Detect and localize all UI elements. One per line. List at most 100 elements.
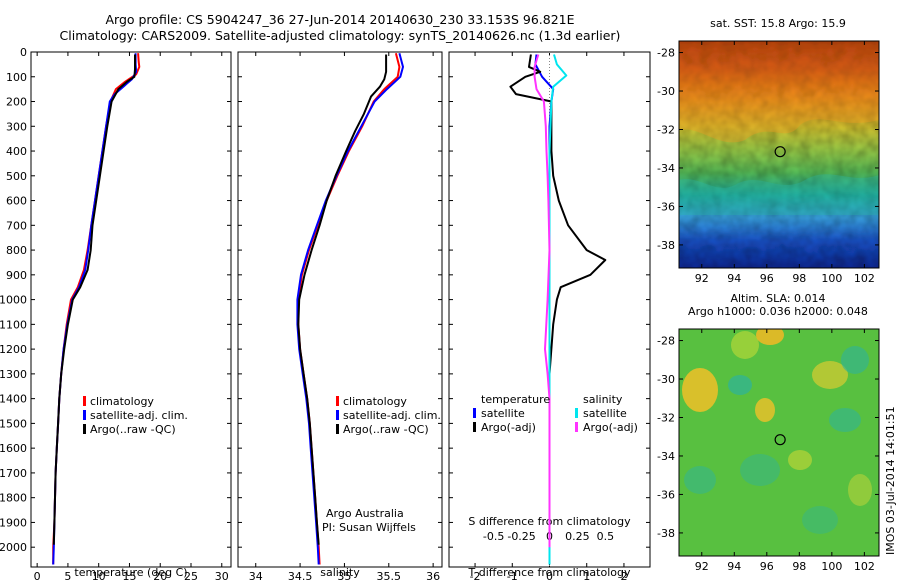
figure-title-line2: Climatology: CARS2009. Satellite-adjuste… xyxy=(59,28,621,43)
legend-label-climatology: climatology xyxy=(343,395,407,408)
lon-tick-label: 100 xyxy=(821,560,842,573)
legend-label-satellite: satellite-adj. clim. xyxy=(90,409,188,422)
legend-label-satellite: satellite-adj. clim. xyxy=(343,409,441,422)
plot-frame xyxy=(237,51,443,568)
lon-tick-label: 102 xyxy=(854,272,875,285)
x-tick-label: 35 xyxy=(337,570,351,580)
temperature-legend: climatology satellite-adj. clim. Argo(..… xyxy=(83,395,188,436)
legend-swatch-sal-satellite xyxy=(575,408,578,418)
lon-tick-label: 96 xyxy=(760,560,774,573)
lat-tick-label: -32 xyxy=(657,411,675,424)
argo-position-marker xyxy=(774,146,786,158)
x-tick-label: 15 xyxy=(122,570,136,580)
y-tick-label: 1400 xyxy=(0,393,27,406)
salinity-profile-panel: 34 34.5 35 35.5 36 salinity xyxy=(237,51,443,580)
lon-tick-label: 92 xyxy=(695,560,709,573)
s-diff-tick-label: -0.25 xyxy=(507,530,535,543)
series-line-satellite-adj-clim xyxy=(296,52,404,565)
y-tick-label: 1700 xyxy=(0,467,27,480)
y-tick-label: 400 xyxy=(6,145,27,158)
y-tick-label: 200 xyxy=(6,96,27,109)
x-tick-label: -2 xyxy=(470,570,481,580)
lat-tick-label: -28 xyxy=(657,47,675,60)
lon-tick-label: 92 xyxy=(695,272,709,285)
y-tick-label: 900 xyxy=(6,269,27,282)
y-tick-label: 500 xyxy=(6,170,27,183)
legend-swatch-temp-satellite xyxy=(473,408,476,418)
legend-swatch-climatology xyxy=(336,396,339,406)
institution-label: Argo Australia xyxy=(326,507,404,520)
sst-map-title: sat. SST: 15.8 Argo: 15.9 xyxy=(710,17,846,30)
y-tick-label: 800 xyxy=(6,244,27,257)
legend-label-temp-satellite: satellite xyxy=(481,407,525,420)
x-axis-label: salinity xyxy=(320,566,360,579)
salinity-legend: climatology satellite-adj. clim. Argo(..… xyxy=(336,395,441,436)
lat-tick-label: -36 xyxy=(657,488,675,501)
temperature-profile-panel: 0100200300400500600700800900100011001200… xyxy=(0,46,232,580)
lat-tick-label: -34 xyxy=(657,450,675,463)
series-line-temperature-argo-adj xyxy=(509,54,607,548)
x-tick-label: 0 xyxy=(546,570,553,580)
y-tick-label: 700 xyxy=(6,219,27,232)
lat-tick-label: -32 xyxy=(657,123,675,136)
y-tick-label: 300 xyxy=(6,120,27,133)
x-tick-label: 36 xyxy=(426,570,440,580)
lat-tick-label: -36 xyxy=(657,200,675,213)
y-tick-label: 1900 xyxy=(0,516,27,529)
legend-label-climatology: climatology xyxy=(90,395,154,408)
legend-swatch-satellite xyxy=(83,410,86,420)
legend-swatch-temp-argo xyxy=(473,422,476,432)
s-diff-tick-label: -0.5 xyxy=(483,530,504,543)
y-tick-label: 1500 xyxy=(0,417,27,430)
lon-tick-label: 98 xyxy=(792,272,806,285)
sla-map-title-line2: Argo h1000: 0.036 h2000: 0.048 xyxy=(688,305,868,318)
x-axis-label: temperature (deg C) xyxy=(74,566,187,579)
sla-map-title-line1: Altim. SLA: 0.014 xyxy=(730,292,826,305)
x-tick-label: 34.5 xyxy=(288,570,313,580)
lon-tick-label: 98 xyxy=(792,560,806,573)
x-tick-label: 2 xyxy=(620,570,627,580)
y-tick-label: 1000 xyxy=(0,294,27,307)
legend-swatch-argo xyxy=(336,424,339,434)
legend-swatch-satellite xyxy=(336,410,339,420)
legend-swatch-climatology xyxy=(83,396,86,406)
x-tick-label: 34 xyxy=(249,570,263,580)
legend-label-sal-satellite: satellite xyxy=(583,407,627,420)
sla-map: 92 94 96 98 100 102 -28 -30 -32 -34 -36 -38 xyxy=(657,328,880,573)
series-line-argo-raw-qc xyxy=(52,54,136,545)
legend-label-sal-argo: Argo(-adj) xyxy=(583,421,638,434)
y-tick-label: 0 xyxy=(20,46,27,59)
sst-map: 92 94 96 98 100 102 -28 -30 -32 -34 -36 -38 xyxy=(657,40,880,285)
legend-label-argo: Argo(..raw -QC) xyxy=(90,423,176,436)
y-tick-label: 1600 xyxy=(0,442,27,455)
y-tick-label: 2000 xyxy=(0,541,27,554)
series-line-salinity-argo-adj xyxy=(533,54,551,548)
s-diff-tick-label: 0.25 xyxy=(565,530,590,543)
legend-swatch-argo xyxy=(83,424,86,434)
x-tick-label: 1 xyxy=(583,570,590,580)
x-tick-label: 35.5 xyxy=(377,570,402,580)
legend-heading-temperature: temperature xyxy=(481,393,550,406)
x-tick-label: 5 xyxy=(64,570,71,580)
lat-tick-label: -30 xyxy=(657,85,675,98)
lat-tick-label: -38 xyxy=(657,239,675,252)
x-tick-label: 20 xyxy=(153,570,167,580)
x-axis-label: T difference from climatology xyxy=(468,566,631,579)
lon-tick-label: 94 xyxy=(727,560,741,573)
series-line-argo-raw-qc xyxy=(297,54,388,545)
legend-swatch-sal-argo xyxy=(575,422,578,432)
lat-tick-label: -28 xyxy=(657,335,675,348)
lon-tick-label: 102 xyxy=(854,560,875,573)
difference-legend: temperature satellite Argo(-adj) salinit… xyxy=(473,393,638,434)
y-tick-label: 1300 xyxy=(0,368,27,381)
lon-tick-label: 94 xyxy=(727,272,741,285)
figure-title-line1: Argo profile: CS 5904247_36 27-Jun-2014 … xyxy=(105,12,575,27)
y-tick-label: 1800 xyxy=(0,492,27,505)
series-line-climatology xyxy=(52,53,141,565)
argo-position-marker xyxy=(774,434,786,446)
lon-tick-label: 100 xyxy=(821,272,842,285)
s-diff-tick-label: 0.5 xyxy=(597,530,615,543)
y-tick-label: 100 xyxy=(6,71,27,84)
lat-tick-label: -34 xyxy=(657,162,675,175)
